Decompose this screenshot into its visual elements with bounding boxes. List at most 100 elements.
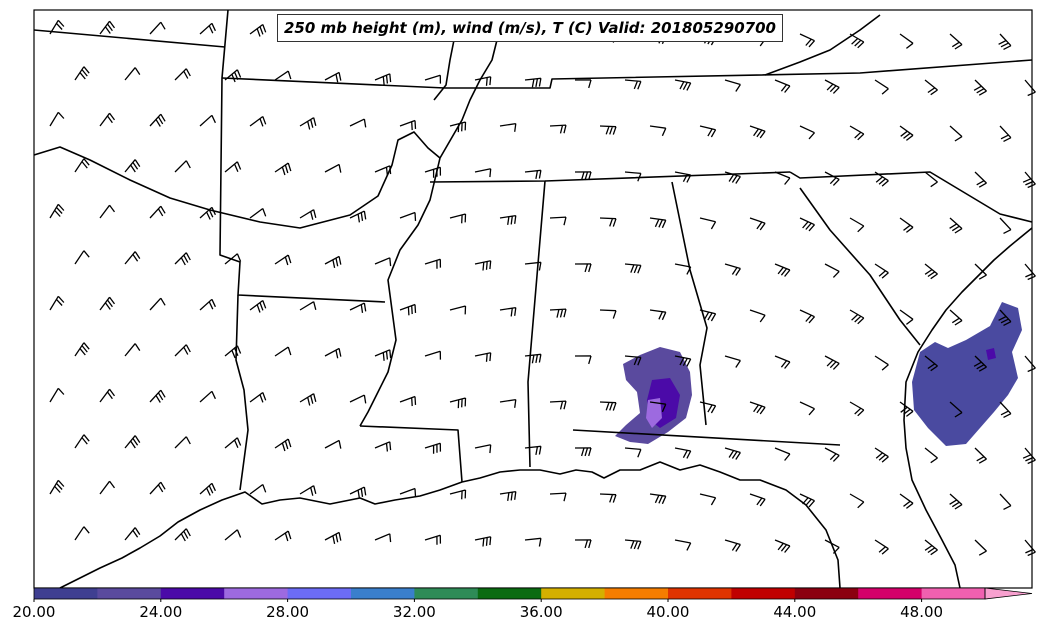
wind-barb [99, 20, 116, 35]
wind-barb [974, 539, 987, 556]
wind-barb [874, 355, 889, 371]
colorbar-segment [731, 588, 796, 599]
wind-barb [674, 171, 692, 183]
wind-barb [474, 536, 492, 547]
colorbar-segment [604, 588, 669, 599]
wind-barb [449, 121, 467, 133]
wind-barb [599, 309, 617, 319]
wind-barb [274, 162, 292, 176]
wind-barb [624, 171, 642, 182]
wind-barb [999, 217, 1012, 234]
colorbar-segment [351, 588, 415, 599]
wind-barb [399, 303, 417, 316]
wind-barb [774, 447, 791, 461]
wind-barb [499, 398, 517, 408]
wind-barb [849, 309, 865, 325]
wind-barb [574, 263, 592, 273]
wind-barb [199, 22, 216, 35]
wind-barb [599, 401, 617, 411]
wind-barb [624, 79, 642, 90]
wind-barb [449, 397, 467, 409]
wind-barb [249, 391, 267, 403]
wind-barb [399, 487, 417, 497]
wind-barb [399, 211, 417, 221]
wind-barb [324, 255, 342, 269]
wind-barb [999, 401, 1012, 418]
wind-barb [799, 493, 815, 508]
wind-barb [599, 125, 617, 135]
wind-barb [474, 352, 492, 362]
wind-barb [774, 79, 791, 93]
boundary-al-ga [671, 181, 708, 426]
wind-barb [474, 168, 492, 178]
wind-barb [799, 401, 815, 416]
wind-barb [824, 539, 840, 554]
wind-barb [849, 493, 865, 509]
colorbar [33, 587, 1033, 602]
wind-barb [299, 209, 317, 220]
wind-barb [749, 493, 766, 507]
colorbar-segment [414, 588, 479, 599]
wind-barb [349, 302, 367, 313]
wind-barb [249, 23, 267, 37]
wind-barb [874, 79, 889, 95]
wind-barb [899, 217, 914, 233]
wind-barb [324, 439, 342, 449]
colorbar-segment [287, 588, 352, 599]
wind-barb [374, 73, 392, 85]
wind-barb [973, 355, 987, 372]
wind-barb [949, 125, 963, 142]
wind-barb [149, 481, 166, 495]
boundary-west-1 [219, 9, 386, 303]
wind-barb [924, 79, 938, 96]
wind-barb [1022, 447, 1036, 465]
wind-barb [674, 355, 692, 367]
wind-barb [124, 435, 141, 449]
wind-barb [399, 119, 417, 131]
wind-barb [524, 169, 542, 180]
river-mississippi [359, 157, 441, 427]
boundary-tx-la [235, 294, 249, 491]
wind-barb [499, 306, 517, 317]
wind-barb [199, 114, 216, 127]
wind-barb [724, 79, 741, 92]
colorbar-extend-arrow [984, 587, 1033, 600]
wind-barb [599, 493, 617, 503]
wind-barb [824, 79, 840, 94]
wind-barb [849, 217, 865, 233]
wind-barb [474, 444, 492, 454]
wind-barb [74, 66, 90, 81]
wind-barb [699, 401, 717, 414]
shading-atlantic-spot [986, 348, 996, 360]
colorbar-tick-label: 48.00 [900, 603, 944, 621]
wind-barb [799, 309, 815, 324]
colorbar-segment [97, 588, 162, 599]
wind-barb [224, 345, 242, 359]
colorbar-segment [224, 588, 289, 599]
wind-barb [374, 441, 392, 452]
wind-barb [74, 342, 90, 357]
wind-barb [549, 400, 567, 410]
wind-barb [449, 213, 467, 224]
wind-barb [674, 79, 692, 91]
wind-barb [549, 216, 567, 226]
wind-barb [99, 480, 116, 495]
colorbar-tick-label: 40.00 [646, 603, 690, 621]
wind-barb [224, 529, 242, 541]
river-arkansas [33, 131, 441, 229]
wind-barb [849, 401, 865, 417]
colorbar-segment [858, 588, 923, 599]
wind-barb [774, 355, 791, 369]
river-east [764, 14, 881, 76]
wind-barb [249, 207, 267, 219]
wind-barb [949, 217, 963, 234]
wind-barb [349, 210, 367, 223]
wind-barb [274, 70, 292, 81]
wind-barb [324, 163, 342, 173]
wind-barb [724, 539, 741, 552]
wind-barb [999, 125, 1012, 142]
wind-barb [174, 160, 191, 173]
wind-barb [774, 171, 791, 185]
wind-barb [974, 263, 987, 280]
